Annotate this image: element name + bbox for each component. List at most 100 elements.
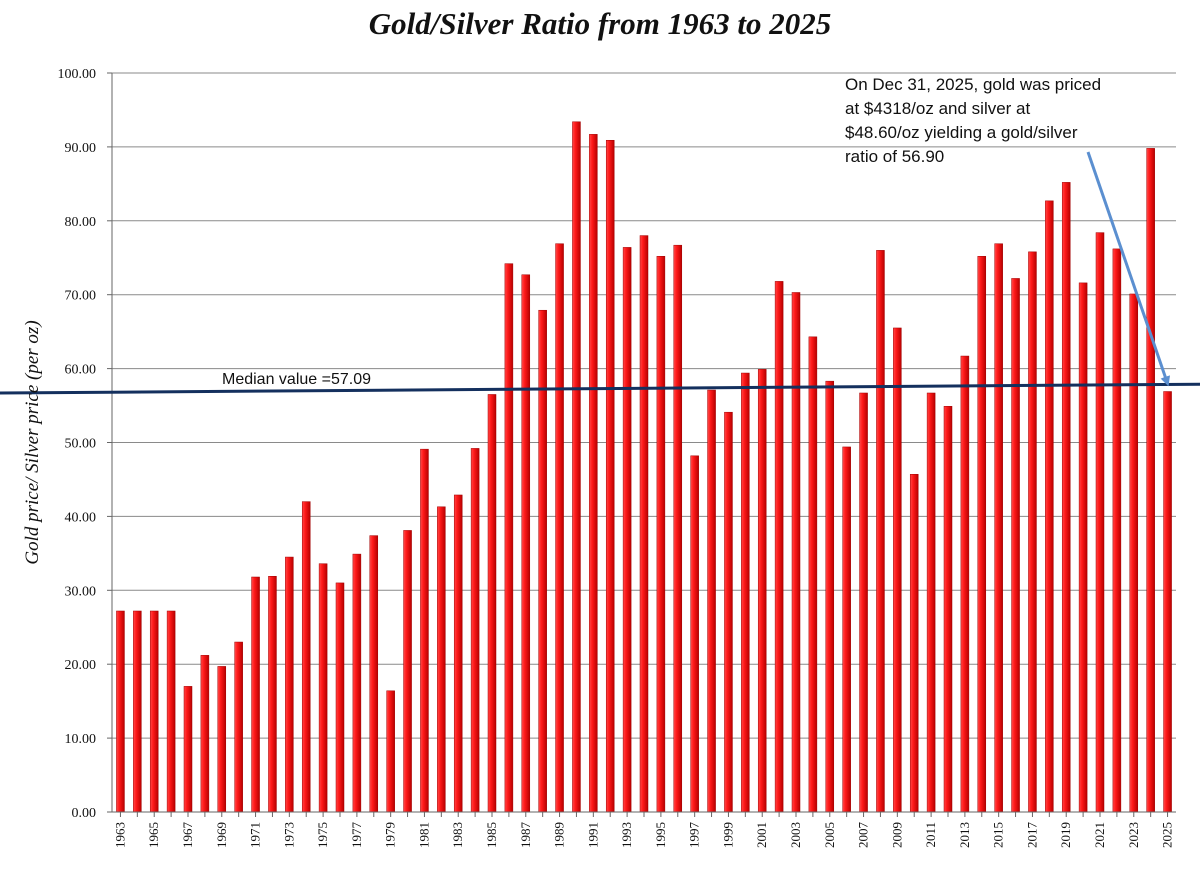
x-tick-label: 1977 [349, 822, 364, 849]
y-tick-label: 40.00 [65, 510, 97, 525]
x-tick-label: 2021 [1092, 822, 1107, 848]
x-tick-label: 1967 [180, 822, 195, 849]
x-tick-label: 1993 [619, 822, 634, 848]
bar-1966 [166, 610, 176, 813]
x-tick-label: 1999 [720, 822, 735, 848]
bars [116, 121, 1172, 813]
x-axis-ticks: 1963 1965 1967 1969 1971 1973 1975 1977 1979 1981… [112, 812, 1175, 849]
bar-1986 [504, 263, 514, 813]
annotation-arrow [1086, 151, 1171, 387]
bar-2021 [1095, 232, 1105, 813]
bar-2002 [774, 281, 784, 813]
bar-1997 [690, 455, 699, 813]
bar-2007 [859, 392, 868, 813]
bar-1965 [149, 610, 159, 813]
median-label: Median value =57.09 [222, 371, 371, 388]
y-axis-ticks: 0.00 10.00 20.00 30.00 40.00 50.00 60.00 70.00 8… [58, 67, 112, 821]
bar-2008 [876, 250, 885, 813]
bar-2011 [926, 392, 936, 813]
bar-2005 [825, 380, 835, 813]
bar-2024 [1146, 148, 1155, 813]
chart-title: Gold/Silver Ratio from 1963 to 2025 [368, 6, 832, 41]
bar-2025 [1163, 391, 1172, 813]
x-tick-label: 2025 [1160, 822, 1175, 848]
bar-1981 [420, 448, 429, 813]
annotation-line: On Dec 31, 2025, gold was priced [845, 75, 1102, 94]
y-tick-label: 20.00 [65, 658, 97, 673]
x-tick-label: 1975 [315, 822, 330, 848]
bar-1973 [285, 556, 294, 813]
bar-2015 [994, 243, 1003, 813]
x-tick-label: 1971 [248, 822, 263, 848]
bar-1985 [487, 394, 497, 813]
bar-1987 [521, 274, 531, 813]
x-tick-label: 1997 [687, 822, 702, 849]
y-tick-label: 50.00 [65, 437, 97, 452]
x-tick-label: 1983 [450, 822, 465, 848]
y-tick-label: 80.00 [65, 215, 97, 230]
bar-1994 [639, 235, 649, 813]
bar-1968 [200, 655, 210, 813]
bar-2017 [1028, 251, 1037, 813]
x-tick-label: 1969 [214, 822, 229, 848]
bar-2019 [1061, 182, 1071, 813]
annotation-line: ratio of 56.90 [845, 147, 945, 166]
bar-1971 [251, 576, 260, 813]
x-tick-label: 1987 [518, 822, 533, 849]
bar-1980 [403, 530, 412, 813]
x-tick-label: 1965 [146, 822, 161, 848]
bar-2014 [977, 256, 987, 813]
x-tick-label: 2019 [1058, 822, 1073, 848]
bar-1988 [538, 309, 547, 813]
bar-1972 [268, 576, 277, 813]
x-tick-label: 1985 [484, 822, 499, 848]
y-tick-label: 60.00 [65, 363, 97, 378]
bar-2001 [757, 369, 767, 813]
y-axis-label: Gold price/ Silver price (per oz) [22, 320, 43, 564]
x-tick-label: 2001 [754, 822, 769, 848]
bar-1978 [369, 535, 379, 813]
bar-2013 [960, 355, 970, 813]
x-tick-label: 2003 [788, 822, 803, 848]
y-tick-label: 30.00 [65, 584, 97, 599]
bar-1991 [589, 134, 598, 813]
y-tick-label: 100.00 [58, 67, 97, 82]
x-tick-label: 1989 [552, 822, 567, 848]
bar-1970 [234, 641, 243, 813]
bar-1989 [555, 243, 564, 813]
bar-2003 [791, 292, 801, 813]
x-tick-label: 1979 [383, 822, 398, 848]
bar-2023 [1129, 293, 1139, 813]
bar-2006 [842, 446, 851, 813]
x-tick-label: 2005 [822, 822, 837, 848]
bar-1984 [470, 448, 480, 813]
bar-2012 [943, 406, 953, 813]
x-tick-label: 2023 [1126, 822, 1141, 848]
x-tick-label: 2017 [1024, 822, 1039, 849]
bar-2020 [1078, 282, 1088, 813]
bar-1996 [673, 244, 683, 813]
bar-2022 [1112, 248, 1122, 813]
x-tick-label: 2011 [923, 822, 938, 848]
y-tick-label: 70.00 [65, 289, 97, 304]
bar-1982 [437, 506, 446, 813]
bar-2010 [909, 474, 919, 813]
annotation-text: On Dec 31, 2025, gold was priced at $431… [845, 73, 1145, 169]
annotation-line: $48.60/oz yielding a gold/silver [845, 123, 1078, 142]
bar-2000 [741, 372, 750, 813]
x-tick-label: 1991 [585, 822, 600, 848]
bar-1998 [707, 389, 716, 813]
x-tick-label: 1995 [653, 822, 668, 848]
x-tick-label: 2015 [991, 822, 1006, 848]
bar-1992 [605, 139, 615, 813]
bar-1963 [116, 610, 125, 813]
x-tick-label: 1981 [416, 822, 431, 848]
bar-1983 [453, 494, 463, 813]
bar-1977 [352, 553, 362, 813]
y-tick-label: 10.00 [65, 732, 97, 747]
x-tick-label: 2013 [957, 822, 972, 848]
annotation-line: at $4318/oz and silver at [845, 99, 1031, 118]
bar-1975 [318, 563, 328, 813]
bar-1979 [386, 690, 395, 813]
